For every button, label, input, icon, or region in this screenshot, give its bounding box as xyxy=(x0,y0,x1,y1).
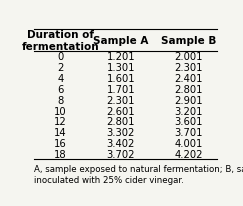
Text: 12: 12 xyxy=(54,117,67,127)
Text: 6: 6 xyxy=(57,84,64,94)
Text: 2.001: 2.001 xyxy=(174,52,203,62)
Text: 4.001: 4.001 xyxy=(174,138,203,148)
Text: 2.301: 2.301 xyxy=(174,63,203,73)
Text: A, sample exposed to natural fermentation; B, samples
inoculated with 25% cider : A, sample exposed to natural fermentatio… xyxy=(34,164,243,184)
Text: Duration of
fermentation: Duration of fermentation xyxy=(22,30,99,51)
Text: 18: 18 xyxy=(54,149,67,159)
Text: Sample B: Sample B xyxy=(161,36,216,46)
Text: 2.601: 2.601 xyxy=(106,106,135,116)
Text: 3.402: 3.402 xyxy=(107,138,135,148)
Text: 2.401: 2.401 xyxy=(174,74,203,84)
Text: 4.202: 4.202 xyxy=(174,149,203,159)
Text: 3.601: 3.601 xyxy=(174,117,203,127)
Text: 10: 10 xyxy=(54,106,67,116)
Text: 1.201: 1.201 xyxy=(106,52,135,62)
Text: 3.302: 3.302 xyxy=(107,128,135,138)
Text: 3.201: 3.201 xyxy=(174,106,203,116)
Text: 8: 8 xyxy=(57,95,64,105)
Text: 1.701: 1.701 xyxy=(106,84,135,94)
Text: 1.601: 1.601 xyxy=(106,74,135,84)
Text: 0: 0 xyxy=(57,52,64,62)
Text: 2.801: 2.801 xyxy=(106,117,135,127)
Text: 1.301: 1.301 xyxy=(106,63,135,73)
Text: 2.301: 2.301 xyxy=(106,95,135,105)
Text: Sample A: Sample A xyxy=(93,36,148,46)
Text: 3.702: 3.702 xyxy=(106,149,135,159)
Text: 16: 16 xyxy=(54,138,67,148)
Text: 2: 2 xyxy=(57,63,64,73)
Text: 2.801: 2.801 xyxy=(174,84,203,94)
Text: 3.701: 3.701 xyxy=(174,128,203,138)
Text: 14: 14 xyxy=(54,128,67,138)
Text: 4: 4 xyxy=(57,74,64,84)
Text: 2.901: 2.901 xyxy=(174,95,203,105)
